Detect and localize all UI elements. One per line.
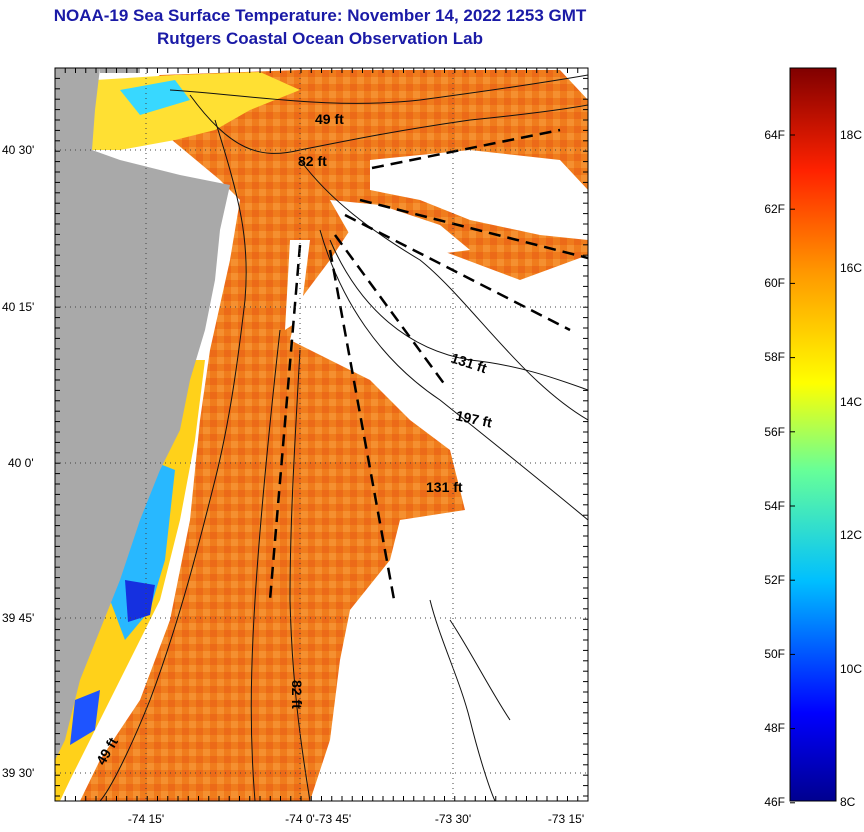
map-tickmarks — [54, 67, 589, 801]
depth-label: 82 ft — [289, 680, 305, 709]
colorbar-c-label: 10C — [840, 662, 862, 676]
depth-label: 197 ft — [454, 407, 493, 430]
lon-tick-label: -73 45' — [315, 812, 351, 826]
longitude-axis: -74 15' -74 0' -73 45' -73 30' -73 15' — [128, 812, 584, 826]
colorbar-f-label: 60F — [764, 276, 785, 290]
colorbar-fahrenheit-labels: 64F 62F 60F 58F 56F 54F 52F 50F 48F 46F — [764, 128, 785, 809]
colorbar-c-label: 16C — [840, 261, 862, 275]
lat-tick-label: 40 0' — [8, 456, 34, 470]
cool-nearshore-water — [120, 80, 190, 115]
depth-contours — [99, 74, 588, 801]
lat-tick-label: 39 45' — [2, 611, 34, 625]
cool-nearshore-water — [125, 580, 155, 622]
depth-label: 82 ft — [298, 153, 327, 169]
sst-map: 49 ft 82 ft 131 ft 197 ft 131 ft 82 ft 4… — [55, 68, 588, 801]
colorbar-ticks — [790, 134, 795, 804]
depth-labels: 49 ft 82 ft 131 ft 197 ft 131 ft 82 ft 4… — [93, 111, 494, 768]
lat-tick-label: 40 15' — [2, 300, 34, 314]
colorbar-c-label: 12C — [840, 528, 862, 542]
colorbar-f-label: 50F — [764, 647, 785, 661]
depth-label: 49 ft — [315, 111, 344, 127]
lon-tick-label: -73 30' — [435, 812, 471, 826]
lon-tick-label: -74 15' — [128, 812, 164, 826]
map-subtitle: Rutgers Coastal Ocean Observation Lab — [157, 29, 483, 48]
colorbar-f-label: 54F — [764, 499, 785, 513]
lat-tick-label: 40 30' — [2, 143, 34, 157]
lon-tick-label: -73 15' — [548, 812, 584, 826]
colorbar-f-label: 46F — [764, 795, 785, 809]
latitude-axis: 40 30' 40 15' 40 0' 39 45' 39 30' — [2, 143, 34, 780]
colorbar-f-label: 52F — [764, 573, 785, 587]
colorbar-f-label: 62F — [764, 202, 785, 216]
depth-label: 131 ft — [426, 479, 463, 495]
map-title: NOAA-19 Sea Surface Temperature: Novembe… — [53, 6, 587, 25]
colorbar-f-label: 64F — [764, 128, 785, 142]
land-new-jersey — [55, 68, 230, 760]
colorbar: 64F 62F 60F 58F 56F 54F 52F 50F 48F 46F … — [764, 67, 862, 809]
lat-tick-label: 39 30' — [2, 766, 34, 780]
cool-nearshore-water — [70, 690, 100, 745]
land-strip — [100, 68, 140, 73]
cloud-patch — [370, 150, 588, 240]
cloud-patch — [330, 200, 470, 255]
colorbar-c-label: 18C — [840, 128, 862, 142]
colorbar-c-label: 14C — [840, 395, 862, 409]
warm-water-region — [80, 70, 588, 801]
colorbar-celsius-labels: 18C 16C 14C 12C 10C 8C — [840, 128, 862, 809]
colorbar-f-label: 58F — [764, 350, 785, 364]
colorbar-scale — [789, 67, 837, 802]
colorbar-f-label: 56F — [764, 425, 785, 439]
lon-tick-label: -74 0' — [285, 812, 315, 826]
colorbar-c-label: 8C — [840, 795, 856, 809]
map-grid — [55, 68, 588, 801]
colorbar-f-label: 48F — [764, 721, 785, 735]
route-lines — [268, 128, 588, 606]
